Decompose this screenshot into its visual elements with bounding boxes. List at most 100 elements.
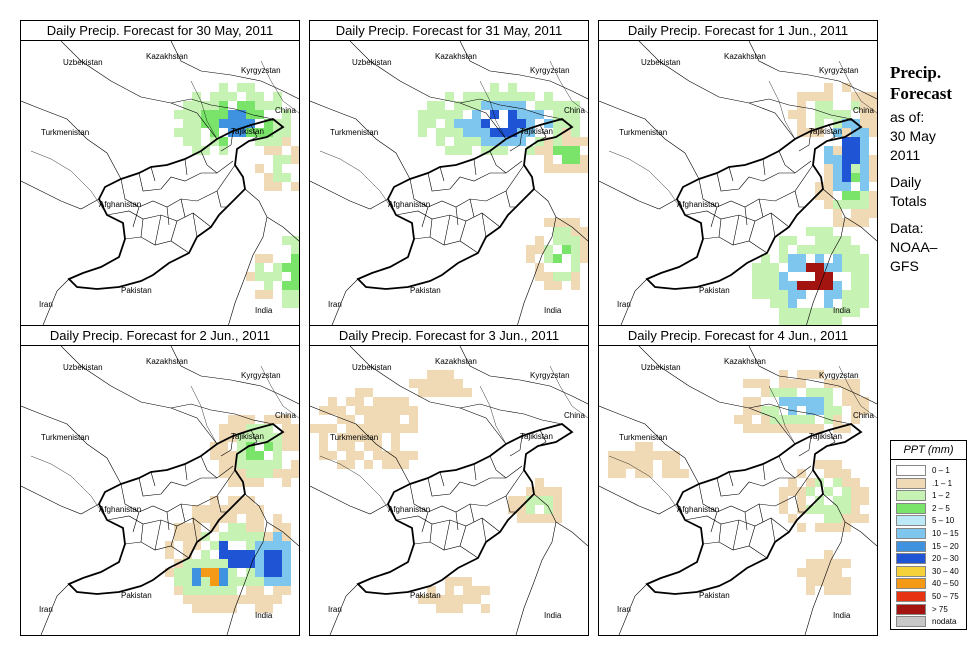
map-label-tajikistan: Tajikistan <box>231 432 264 441</box>
country-border <box>349 346 507 445</box>
precip-cell <box>842 478 851 487</box>
precip-cell <box>788 308 797 317</box>
precip-cell <box>806 487 815 496</box>
precip-cell <box>273 595 282 604</box>
precip-cell <box>228 110 237 119</box>
precip-cell <box>255 532 264 541</box>
precip-cell <box>183 119 192 128</box>
precip-cell <box>562 245 571 254</box>
precip-cell <box>337 415 346 424</box>
precip-cell <box>246 128 255 137</box>
precip-cell <box>490 146 499 155</box>
precip-cell <box>273 146 282 155</box>
precip-cell <box>192 568 201 577</box>
asof-date: 30 May <box>890 128 936 144</box>
afghanistan-outline <box>356 118 574 290</box>
precip-cell <box>842 128 851 137</box>
province-lines <box>395 150 525 254</box>
map-label-afghanistan: Afghanistan <box>677 200 719 209</box>
precip-cell <box>201 110 210 119</box>
precip-cell <box>490 101 499 110</box>
country-border <box>60 41 218 140</box>
precip-cell <box>851 496 860 505</box>
precip-cell <box>273 550 282 559</box>
precip-cell <box>788 263 797 272</box>
precip-cell <box>445 388 454 397</box>
country-border <box>21 180 100 210</box>
precip-cell <box>282 577 291 586</box>
precip-cell <box>851 415 860 424</box>
precip-cell <box>364 415 373 424</box>
precip-cell <box>869 92 877 101</box>
precip-cell <box>201 568 210 577</box>
precip-cell <box>481 146 490 155</box>
precip-cell <box>273 559 282 568</box>
forecast-panel-6: Daily Precip. Forecast for 4 Jun., 2011 … <box>598 325 878 636</box>
map-label-kazakhstan: Kazakhstan <box>724 52 766 61</box>
precip-cell <box>851 209 860 218</box>
precip-cell <box>824 514 833 523</box>
precip-cell <box>644 460 653 469</box>
asof-year: 2011 <box>890 147 921 163</box>
precip-cell <box>201 577 210 586</box>
precip-cell <box>851 505 860 514</box>
precip-cell <box>797 281 806 290</box>
precip-cell <box>571 263 580 272</box>
precip-cell <box>210 92 219 101</box>
precip-cell <box>580 227 588 236</box>
precip-cell <box>210 505 219 514</box>
precip-cell <box>463 101 472 110</box>
precip-cell <box>391 397 400 406</box>
precip-cell <box>860 406 869 415</box>
precip-cell <box>617 460 626 469</box>
precip-cell <box>788 514 797 523</box>
precip-cell <box>219 541 228 550</box>
precip-cell <box>851 200 860 209</box>
precip-cell <box>201 146 210 155</box>
precip-cell <box>291 424 299 433</box>
precip-cell <box>219 110 228 119</box>
legend-label: 20 – 30 <box>932 554 959 564</box>
precip-cell <box>860 290 869 299</box>
precip-cell <box>833 182 842 191</box>
precip-cell <box>210 559 219 568</box>
map-label-afghanistan: Afghanistan <box>99 200 141 209</box>
precip-cell <box>228 92 237 101</box>
precip-cell <box>842 254 851 263</box>
precip-cell <box>282 568 291 577</box>
precip-cell <box>436 137 445 146</box>
precip-cell <box>517 92 526 101</box>
precip-cell <box>264 101 273 110</box>
country-border <box>515 188 557 330</box>
precip-cell <box>237 595 246 604</box>
precip-cell <box>346 451 355 460</box>
precip-cell <box>355 451 364 460</box>
precip-cell <box>508 110 517 119</box>
precip-cell <box>806 577 815 586</box>
precip-cell <box>797 110 806 119</box>
precip-cell <box>165 568 174 577</box>
precip-cell <box>833 164 842 173</box>
precip-cell <box>246 496 255 505</box>
precip-cell <box>192 595 201 604</box>
precip-cell <box>571 110 580 119</box>
precip-cell <box>571 227 580 236</box>
precip-cell <box>355 424 364 433</box>
precip-cell <box>490 110 499 119</box>
country-border <box>310 485 389 515</box>
precip-cell <box>418 595 427 604</box>
legend-swatch <box>896 477 926 489</box>
precip-cell <box>346 424 355 433</box>
province-lines <box>395 455 525 559</box>
precip-cell <box>328 397 337 406</box>
precip-cell <box>824 559 833 568</box>
precip-cell <box>508 128 517 137</box>
precip-cell <box>210 604 219 613</box>
country-border <box>844 216 877 242</box>
map-label-uzbekistan: Uzbekistan <box>352 363 392 372</box>
country-border <box>170 41 299 100</box>
precip-cell <box>328 424 337 433</box>
afghanistan-outline <box>67 423 285 595</box>
precip-cell <box>291 272 299 281</box>
precip-cell <box>824 83 833 92</box>
